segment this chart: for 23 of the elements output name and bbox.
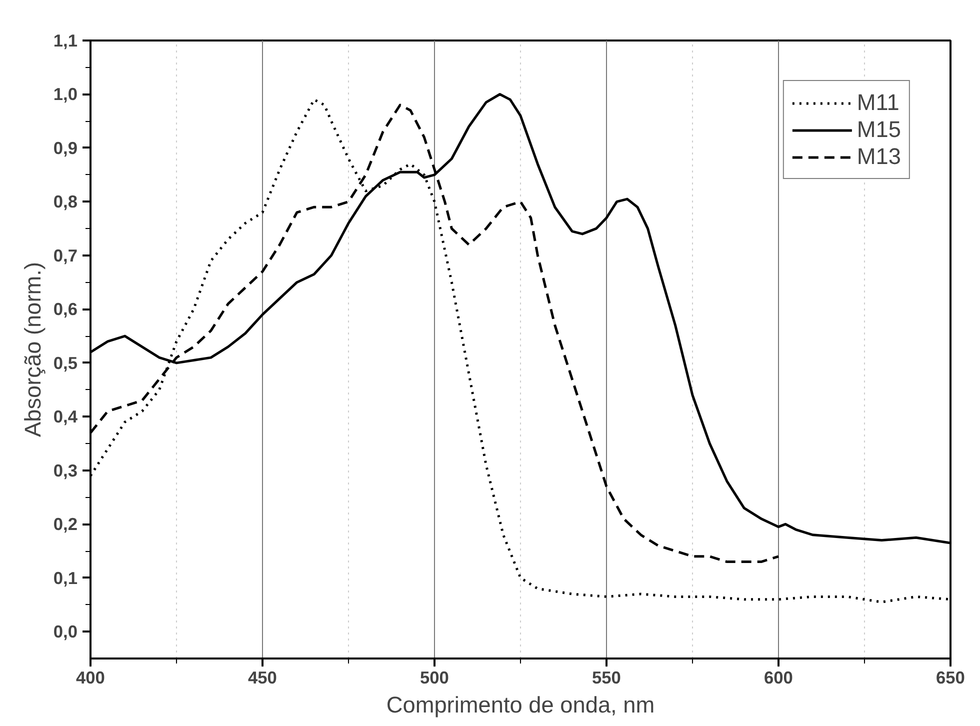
- x-tick-label: 400: [76, 668, 105, 688]
- x-tick-label: 450: [248, 668, 277, 688]
- y-tick-label: 1,1: [53, 30, 78, 50]
- y-tick-label: 0,3: [53, 460, 78, 480]
- y-tick-label: 0,1: [53, 568, 78, 588]
- x-tick-label: 500: [420, 668, 449, 688]
- x-tick-label: 550: [592, 668, 621, 688]
- legend-label: M13: [856, 143, 901, 170]
- y-tick-label: 0,7: [53, 245, 78, 266]
- y-tick-label: 0,5: [53, 352, 78, 373]
- x-tick-label: 650: [936, 668, 965, 688]
- y-tick-label: 0,9: [53, 138, 78, 158]
- x-axis-title: Comprimento de onda, nm: [386, 692, 655, 718]
- legend-label: M15: [856, 116, 901, 143]
- y-tick-label: 0,8: [53, 192, 78, 212]
- y-tick-label: 0,2: [53, 514, 78, 534]
- y-tick-label: 0,4: [53, 406, 78, 427]
- x-tick-label: 600: [764, 668, 793, 688]
- y-tick-label: 0,0: [53, 622, 78, 642]
- legend-label: M11: [856, 89, 900, 116]
- y-axis-title: Absorção (norm.): [19, 262, 46, 438]
- y-tick-label: 1,0: [53, 84, 78, 104]
- y-tick-label: 0,6: [53, 299, 78, 320]
